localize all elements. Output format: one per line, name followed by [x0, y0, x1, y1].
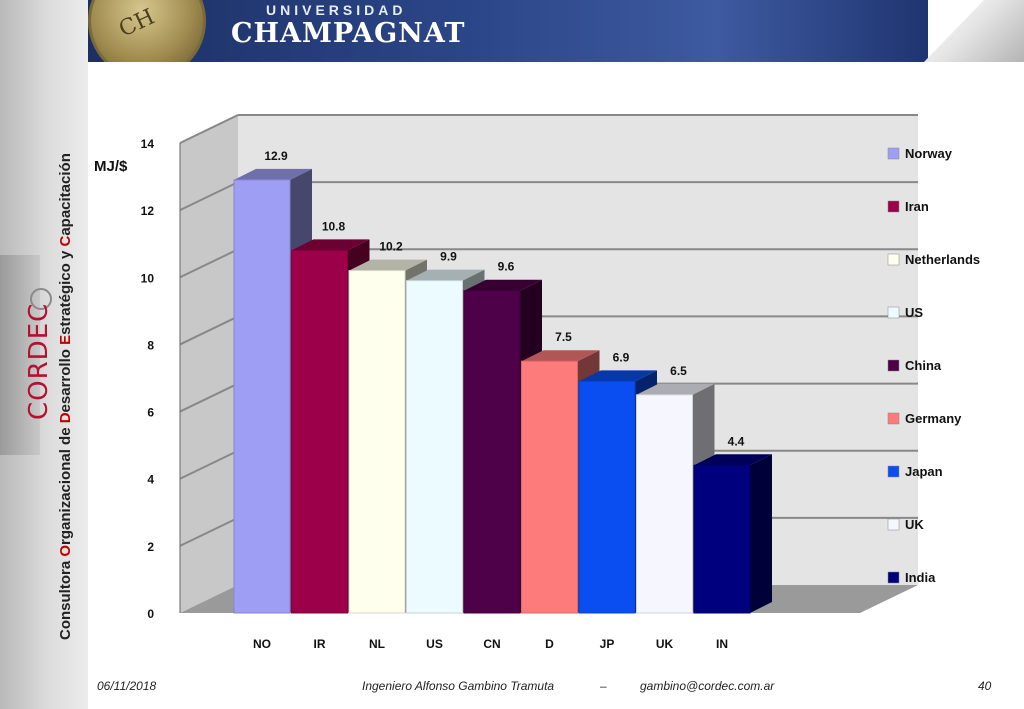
- bar-top-uk: [636, 383, 715, 395]
- legend-entry: UK: [905, 517, 924, 532]
- chart-side-wall: [180, 115, 238, 613]
- bar-value-label: 9.6: [498, 260, 515, 274]
- y-tick-label: 0: [147, 607, 154, 621]
- footer-date: 06/11/2018: [97, 679, 157, 693]
- gridline-diagonal: [179, 382, 239, 413]
- tagline-initial-d: D: [57, 412, 74, 424]
- company-tagline: Consultora Organizacional de Desarrollo …: [57, 153, 74, 640]
- bar-d: [521, 360, 578, 614]
- x-tick-label: CN: [483, 637, 500, 651]
- bar-value-label: 10.2: [379, 240, 403, 254]
- bar-value-label: 6.5: [670, 364, 687, 378]
- tagline-part: stratégico y: [57, 246, 74, 335]
- legend-swatch: [887, 571, 900, 584]
- footer-separator: –: [600, 679, 607, 693]
- bar-value-label: 9.9: [440, 250, 457, 264]
- x-tick-label: US: [426, 637, 443, 651]
- gridline-diagonal: [179, 449, 239, 480]
- bar-value-label: 10.8: [322, 219, 346, 233]
- bar-top-in: [694, 454, 772, 466]
- bar-top-d: [521, 350, 600, 362]
- sidebar-shade: [0, 255, 40, 455]
- y-axis-label: MJ/$: [94, 158, 128, 175]
- tagline-part: esarrollo: [57, 344, 74, 413]
- cordec-logo-icon: [30, 288, 52, 310]
- x-tick-label: D: [545, 637, 554, 651]
- y-tick-label: 10: [141, 271, 155, 285]
- legend-entry: Netherlands: [905, 252, 980, 267]
- bar-top-no: [234, 168, 312, 180]
- gridline-diagonal: [179, 516, 239, 547]
- legend-entry: Germany: [905, 411, 962, 426]
- legend-swatch: [887, 359, 900, 372]
- tagline-part: Consultora: [57, 556, 74, 640]
- seal-text: CH: [115, 4, 159, 43]
- tagline-initial-o: O: [57, 544, 74, 557]
- university-banner: CH UNIVERSIDAD CHAMPAGNAT: [88, 0, 928, 62]
- bar-side-in: [750, 454, 772, 613]
- y-tick-label: 2: [147, 540, 154, 554]
- bar-top-ir: [291, 239, 370, 251]
- bar-value-label: 12.9: [264, 149, 288, 163]
- legend-swatch: [887, 306, 900, 319]
- y-tick-label: 14: [141, 137, 155, 151]
- gridline-diagonal: [179, 315, 239, 346]
- university-label: UNIVERSIDAD: [266, 2, 407, 18]
- legend-entry: Japan: [905, 464, 943, 479]
- header-corner-decoration: [924, 0, 1024, 62]
- bar-no: [233, 179, 291, 614]
- university-seal-icon: CH: [88, 0, 206, 62]
- bar-nl: [348, 270, 406, 614]
- cordec-logo: CORDEC: [24, 302, 54, 420]
- legend-entry: US: [905, 305, 923, 320]
- x-tick-label: JP: [600, 637, 615, 651]
- bar-top-cn: [464, 279, 542, 291]
- legend-swatch: [887, 465, 900, 478]
- bar-value-label: 7.5: [555, 330, 572, 344]
- legend-swatch: [887, 412, 900, 425]
- bar-value-label: 4.4: [728, 434, 745, 448]
- gridline-diagonal: [179, 114, 239, 144]
- y-tick-label: 12: [141, 204, 155, 218]
- tagline-initial-c: C: [57, 235, 74, 247]
- energy-intensity-bar-chart: 0 2 4 6 8 10 12 14 MJ/$ 12.9 NO 10.8 IR 10.2 NL 9.9 US 9.…: [94, 114, 980, 651]
- footer-author: Ingeniero Alfonso Gambino Tramuta: [362, 679, 555, 693]
- legend-entry: India: [905, 570, 936, 585]
- gridline-diagonal: [179, 248, 239, 279]
- bar-cn: [463, 290, 521, 614]
- x-tick-label: IR: [314, 637, 326, 651]
- bar-uk: [636, 394, 693, 614]
- bar-top-us: [406, 269, 485, 281]
- y-tick-label: 6: [147, 406, 154, 420]
- bar-jp: [578, 380, 636, 614]
- legend-swatch: [887, 518, 900, 531]
- legend-entry: Norway: [905, 146, 953, 161]
- gridline-diagonal: [179, 181, 239, 212]
- bar-value-label: 6.9: [613, 350, 630, 364]
- tagline-part: rganizacional de: [57, 423, 74, 545]
- legend-swatch: [887, 253, 900, 266]
- y-tick-label: 4: [147, 473, 154, 487]
- tagline-part: apacitación: [57, 153, 74, 236]
- y-tick-label: 8: [147, 338, 154, 352]
- footer-email[interactable]: gambino@cordec.com.ar: [640, 679, 775, 693]
- legend-swatch: [887, 147, 900, 160]
- footer-page-number: 40: [978, 679, 992, 693]
- tagline-initial-e: E: [57, 334, 74, 345]
- legend-swatch: [887, 200, 900, 213]
- bar-us: [406, 280, 463, 614]
- bar-in: [693, 464, 751, 614]
- x-tick-label: NO: [253, 637, 271, 651]
- x-tick-label: UK: [656, 637, 674, 651]
- x-tick-label: IN: [716, 637, 728, 651]
- legend-entry: China: [905, 358, 942, 373]
- bar-top-nl: [349, 259, 427, 271]
- university-name: CHAMPAGNAT: [231, 18, 466, 49]
- bar-ir: [291, 249, 348, 614]
- legend-entry: Iran: [905, 199, 929, 214]
- bar-top-jp: [579, 370, 657, 382]
- x-tick-label: NL: [369, 637, 385, 651]
